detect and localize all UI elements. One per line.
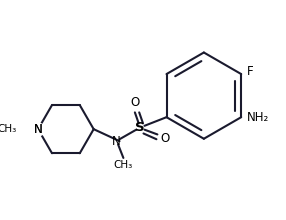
Text: F: F [247, 65, 254, 78]
Text: O: O [131, 96, 140, 109]
Text: N: N [34, 123, 42, 136]
Text: CH₃: CH₃ [0, 124, 17, 134]
Text: N: N [34, 123, 42, 136]
Text: N: N [112, 135, 121, 148]
Text: CH₃: CH₃ [114, 160, 133, 170]
Text: NH₂: NH₂ [247, 111, 269, 124]
Text: S: S [135, 121, 145, 134]
Text: O: O [161, 132, 170, 145]
